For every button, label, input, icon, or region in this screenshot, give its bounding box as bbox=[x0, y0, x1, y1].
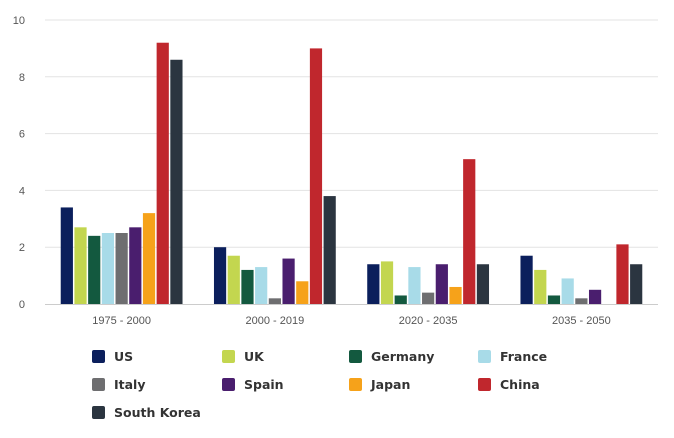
bar-japan-2 bbox=[449, 286, 462, 304]
bar-spain-1 bbox=[282, 258, 295, 304]
bar-france-0 bbox=[101, 233, 115, 304]
bar-china-2 bbox=[463, 159, 476, 304]
y-tick-label: 6 bbox=[19, 129, 25, 141]
bar-south-korea-1 bbox=[323, 196, 336, 304]
gridlines bbox=[45, 19, 658, 248]
bar-france-1 bbox=[255, 267, 268, 304]
y-axis-ticks: 0 2 4 6 8 10 bbox=[13, 15, 25, 311]
bar-south-korea-3 bbox=[630, 264, 643, 304]
bar-china-1 bbox=[309, 48, 323, 305]
bar-italy-2 bbox=[422, 292, 435, 304]
bar-china-0 bbox=[156, 42, 169, 304]
x-tick-label: 2035 - 2050 bbox=[552, 315, 611, 327]
bar-germany-3 bbox=[547, 295, 561, 304]
bar-uk-1 bbox=[227, 255, 240, 304]
bar-south-korea-0 bbox=[170, 59, 183, 305]
bar-germany-0 bbox=[88, 235, 101, 304]
y-tick-label: 4 bbox=[19, 185, 25, 197]
bar-uk-0 bbox=[74, 227, 87, 304]
x-tick-label: 2020 - 2035 bbox=[399, 315, 458, 327]
x-tick-label: 2000 - 2019 bbox=[246, 315, 305, 327]
bar-france-2 bbox=[408, 267, 421, 304]
bar-spain-3 bbox=[588, 289, 602, 304]
bar-italy-0 bbox=[115, 233, 128, 304]
bar-germany-2 bbox=[394, 295, 407, 304]
bar-uk-3 bbox=[534, 269, 547, 304]
bar-us-0 bbox=[60, 207, 73, 304]
bar-uk-2 bbox=[380, 261, 394, 304]
x-axis-labels: 1975 - 2000 2000 - 2019 2020 - 2035 2035 - … bbox=[92, 315, 610, 327]
bars bbox=[60, 42, 643, 305]
bar-italy-1 bbox=[268, 298, 281, 304]
x-tick-label: 1975 - 2000 bbox=[92, 315, 151, 327]
bar-germany-1 bbox=[241, 269, 254, 304]
bar-japan-1 bbox=[296, 281, 309, 304]
y-tick-label: 2 bbox=[19, 242, 25, 254]
bar-france-3 bbox=[561, 278, 574, 304]
bar-us-1 bbox=[213, 247, 227, 304]
bar-china-3 bbox=[616, 244, 629, 304]
bar-italy-3 bbox=[575, 298, 588, 304]
bar-spain-2 bbox=[435, 264, 448, 304]
bar-us-2 bbox=[367, 264, 380, 304]
bar-south-korea-2 bbox=[476, 264, 490, 304]
bar-us-3 bbox=[520, 255, 533, 304]
y-tick-label: 10 bbox=[13, 15, 25, 27]
y-tick-label: 0 bbox=[19, 299, 25, 311]
y-tick-label: 8 bbox=[19, 72, 25, 84]
bar-japan-0 bbox=[142, 213, 156, 304]
bar-spain-0 bbox=[129, 227, 142, 304]
